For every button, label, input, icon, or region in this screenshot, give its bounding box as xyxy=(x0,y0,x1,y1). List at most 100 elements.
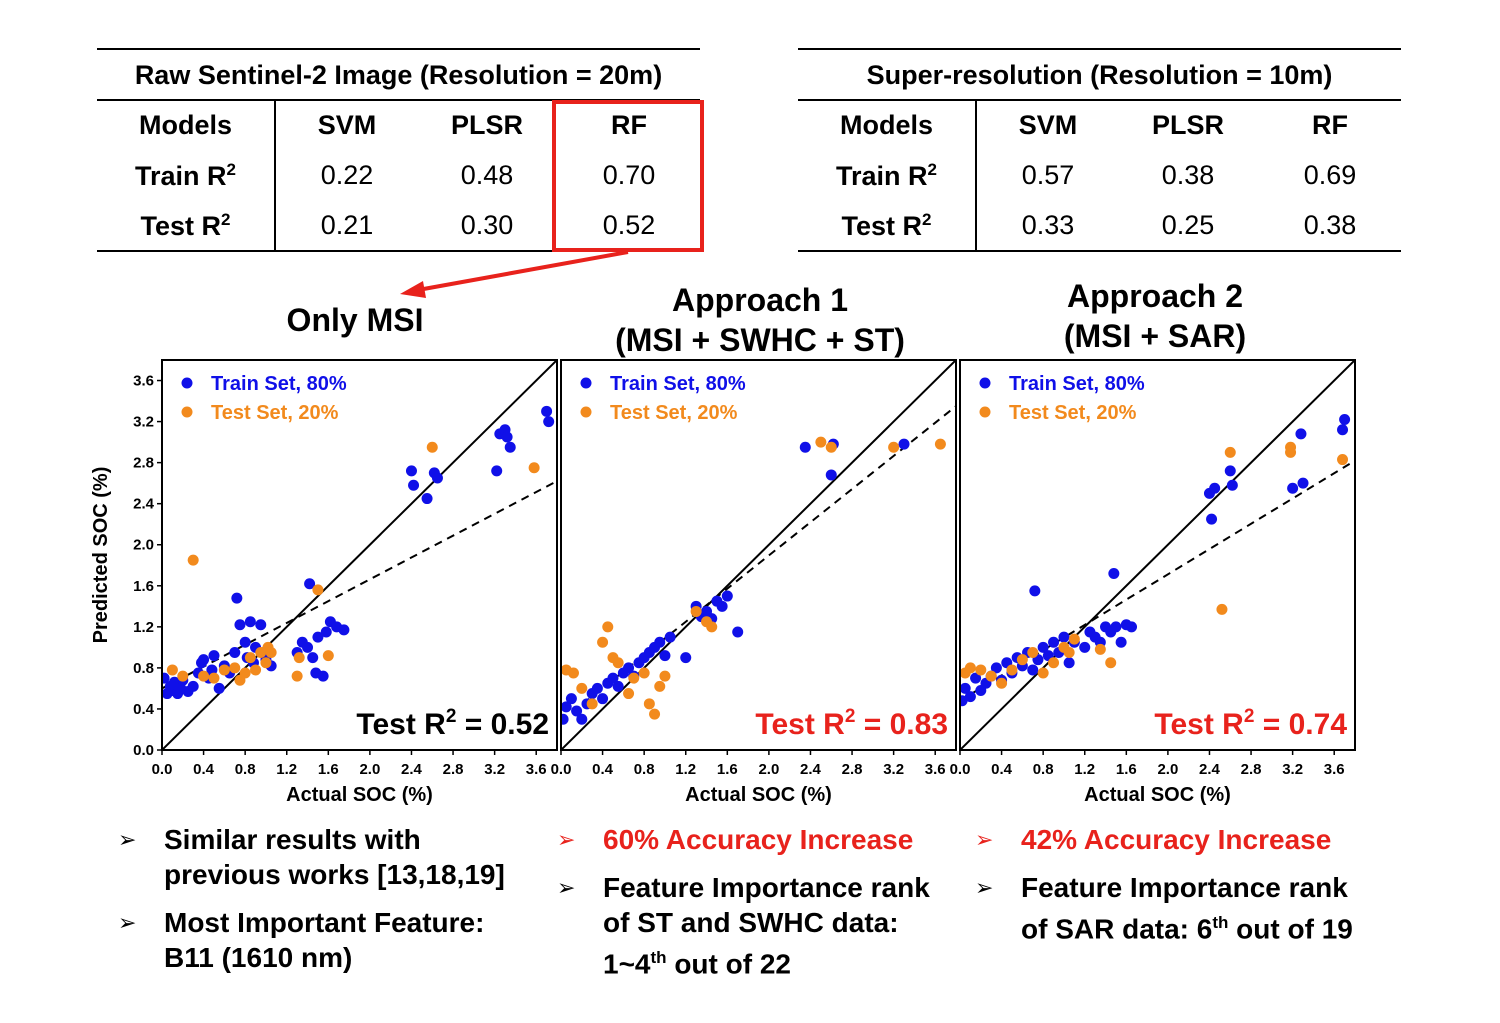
bullet-line: of SAR data: 6th out of 19 xyxy=(1021,913,1353,945)
train-point xyxy=(162,672,170,684)
plot-frame xyxy=(959,359,1356,751)
test-point xyxy=(208,672,220,684)
x-tick-label: 2.8 xyxy=(842,761,863,778)
train-point xyxy=(1048,636,1060,648)
train-point xyxy=(721,590,733,602)
x-tick-label: 2.8 xyxy=(443,761,464,778)
train-point xyxy=(964,691,976,703)
table-cell: 0.69 xyxy=(1303,160,1357,190)
train-point xyxy=(244,616,256,628)
heading-line: (MSI + SWHC + ST) xyxy=(615,322,905,358)
train-point xyxy=(680,652,692,664)
arrowhead-bullet-icon: ➢ xyxy=(118,910,137,935)
table-cell: 0.38 xyxy=(1303,210,1357,240)
train-point xyxy=(970,672,982,684)
table-cell: 0.38 xyxy=(1161,160,1215,190)
x-axis-label: Actual SOC (%) xyxy=(685,784,832,806)
table-header-svm: SVM xyxy=(1018,110,1078,140)
arrowhead-bullet-icon: ➢ xyxy=(557,827,576,852)
legend-train-marker xyxy=(580,377,592,389)
train-point xyxy=(255,619,267,631)
x-tick-label: 0.0 xyxy=(950,761,971,778)
test-point xyxy=(1006,664,1018,676)
x-tick-label: 0.0 xyxy=(152,761,173,778)
table-top-rule xyxy=(97,48,700,50)
y-tick-label: 3.2 xyxy=(133,414,154,431)
table-cell: 0.33 xyxy=(1021,210,1075,240)
x-tick-label: 1.2 xyxy=(1074,761,1095,778)
test-point xyxy=(244,652,256,664)
table-cell: 0.57 xyxy=(1021,160,1075,190)
bullet-feature-rank-2: ➢ Feature Importance rank of SAR data: 6… xyxy=(975,870,1395,944)
x-tick-label: 3.6 xyxy=(526,761,547,778)
test-point xyxy=(1037,667,1049,679)
train-point xyxy=(732,626,744,638)
test-point xyxy=(623,688,635,700)
x-tick-label: 1.2 xyxy=(675,761,696,778)
arrowhead-bullet-icon: ➢ xyxy=(118,827,137,852)
train-point xyxy=(1209,482,1221,494)
x-tick-label: 3.2 xyxy=(484,761,505,778)
x-tick-label: 0.8 xyxy=(634,761,655,778)
table-top-rule xyxy=(798,48,1401,50)
test-point xyxy=(825,441,837,453)
x-tick-label: 2.0 xyxy=(1157,761,1178,778)
train-point xyxy=(198,654,210,666)
test-r2-annotation: Test R2 = 0.83 xyxy=(755,706,948,741)
arrowhead-bullet-icon: ➢ xyxy=(557,875,576,900)
test-point xyxy=(250,664,262,676)
scatter-panel-2: 0.0 0.4 0.8 1.2 1.6 2.0 2.4 2.8 3.2 3.6 Actual SOC… xyxy=(551,359,957,806)
train-point xyxy=(1027,664,1039,676)
train-point xyxy=(607,672,619,684)
test-point xyxy=(322,650,334,662)
test-point xyxy=(166,664,178,676)
train-point xyxy=(541,405,553,417)
test-point xyxy=(1063,647,1075,658)
train-point xyxy=(213,682,225,694)
train-point xyxy=(208,650,220,662)
train-point xyxy=(591,682,603,694)
legend-train-marker xyxy=(979,377,991,389)
heading-line: Approach 2 xyxy=(1066,278,1244,314)
rf-highlight-box xyxy=(552,100,704,252)
table-header-plsr: PLSR xyxy=(450,110,523,140)
train-point xyxy=(229,647,241,658)
annotation-text: Test R xyxy=(1154,708,1244,741)
arrowhead-bullet-icon: ➢ xyxy=(975,875,994,900)
table-bottom-rule xyxy=(798,250,1401,252)
train-point xyxy=(431,472,443,484)
x-tick-label: 3.2 xyxy=(883,761,904,778)
test-point xyxy=(649,708,661,720)
x-tick-label: 0.4 xyxy=(193,761,215,778)
train-point xyxy=(187,680,199,692)
train-point xyxy=(561,713,569,725)
table-bottom-rule xyxy=(97,250,700,252)
test-point xyxy=(690,605,702,617)
train-point xyxy=(320,626,332,638)
bullet-line: Most Important Feature: xyxy=(164,907,485,938)
test-point xyxy=(187,554,199,566)
train-point xyxy=(561,701,572,713)
train-point xyxy=(312,631,324,643)
scatter-panel-3: 0.0 0.4 0.8 1.2 1.6 2.0 2.4 2.8 3.2 3.6 Actual SOC… xyxy=(950,359,1356,806)
y-axis-label: Predicted SOC (%) xyxy=(90,467,112,644)
y-tick-label: 3.6 xyxy=(133,373,154,390)
x-tick-label: 2.0 xyxy=(359,761,380,778)
annotation-sup: 2 xyxy=(845,706,856,727)
table-header-models: Models xyxy=(839,110,933,140)
x-tick-label: 2.8 xyxy=(1241,761,1262,778)
test-point xyxy=(586,698,598,710)
test-point xyxy=(888,441,900,453)
x-tick-label: 1.6 xyxy=(717,761,738,778)
train-point xyxy=(501,431,513,443)
bullet-feature-rank-1: ➢ Feature Importance rank of ST and SWHC… xyxy=(557,870,977,979)
train-point xyxy=(206,664,218,676)
bullet-line: of ST and SWHC data: xyxy=(603,907,899,938)
x-tick-label: 0.4 xyxy=(592,761,614,778)
table-cell: 0.22 xyxy=(320,160,374,190)
train-point xyxy=(421,493,433,505)
x-tick-label: 3.6 xyxy=(925,761,946,778)
y-tick-label: 2.8 xyxy=(133,455,154,472)
